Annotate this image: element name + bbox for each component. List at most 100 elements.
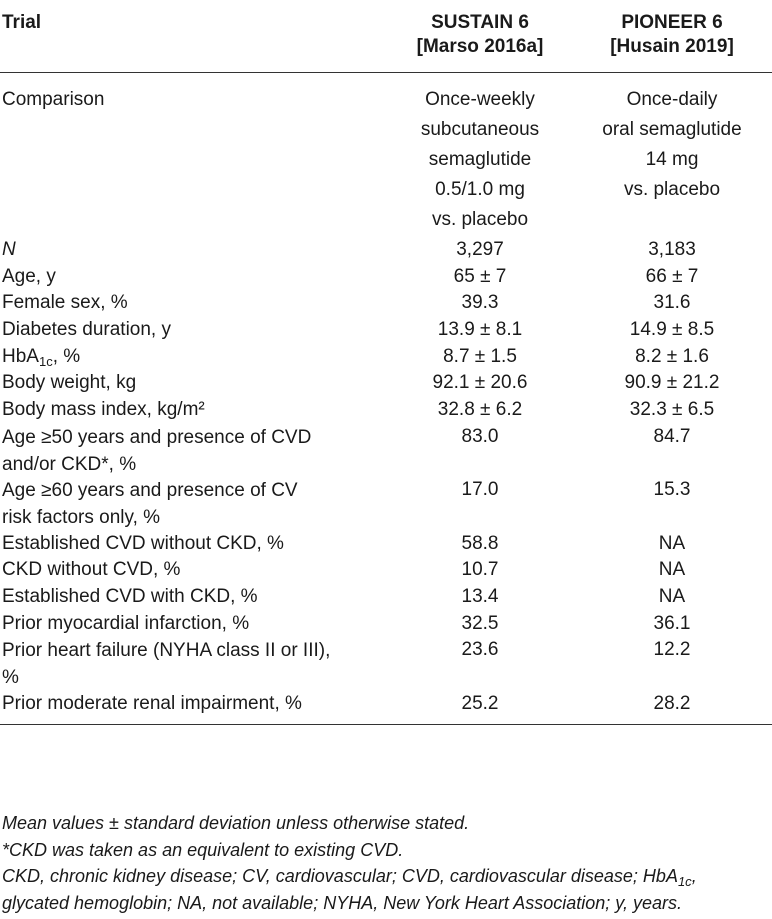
row-label: Established CVD with CKD, %: [2, 586, 258, 607]
baseline-characteristics-table: Trial SUSTAIN 6 [Marso 2016a] PIONEER 6 …: [0, 0, 772, 725]
cell-sustain: 13.4: [461, 586, 499, 607]
cell-pioneer: NA: [658, 586, 686, 607]
row-label: N: [2, 239, 16, 260]
cell-pioneer: 8.2 ± 1.6: [635, 345, 709, 367]
table-row: HbA1c, % 8.7 ± 1.5 8.2 ± 1.6: [0, 345, 772, 372]
table-row: Prior heart failure (NYHA class II or II…: [0, 638, 772, 691]
table-footnotes: Mean values ± standard deviation unless …: [2, 810, 770, 916]
table-row: Age, y 65 ± 7 66 ± 7: [0, 265, 772, 292]
row-label: HbA1c, %: [0, 345, 388, 372]
footnote-sub: 1c: [677, 874, 692, 889]
table-row-comparison: Comparison Once-weekly subcutaneous sema…: [0, 73, 772, 239]
cell-pioneer: 84.7: [653, 425, 691, 447]
cell-line: Once-daily: [626, 89, 718, 110]
header-pioneer: PIONEER 6 [Husain 2019]: [572, 0, 772, 73]
row-label: Body mass index, kg/m²: [2, 399, 205, 421]
cell-sustain: 8.7 ± 1.5: [443, 345, 517, 367]
cell-line: vs. placebo: [431, 209, 529, 230]
label-sub: 1c: [38, 353, 53, 369]
row-label: Prior myocardial infarction, %: [2, 612, 250, 634]
header-pioneer-ref: [Husain 2019]: [610, 36, 734, 57]
footnote-line: glycated hemoglobin; NA, not available; …: [2, 892, 682, 913]
table-row: Body weight, kg 92.1 ± 20.6 90.9 ± 21.2: [0, 371, 772, 398]
table-row: Body mass index, kg/m² 32.8 ± 6.2 32.3 ±…: [0, 398, 772, 425]
table-row: Age ≥50 years and presence of CVD and/or…: [0, 425, 772, 478]
table-row: Age ≥60 years and presence of CV risk fa…: [0, 478, 772, 531]
table-row: Female sex, % 39.3 31.6: [0, 291, 772, 318]
cell-sustain: 92.1 ± 20.6: [432, 372, 528, 394]
label-main: HbA: [2, 345, 39, 367]
cell-sustain: 10.7: [461, 559, 499, 581]
cell-pioneer: 15.3: [653, 479, 691, 501]
table-row: CKD without CVD, % 10.7 NA: [0, 558, 772, 585]
cell-pioneer: NA: [658, 532, 686, 554]
cell-sustain: 17.0: [461, 479, 499, 501]
row-label: Body weight, kg: [2, 372, 137, 394]
cell-pioneer: 36.1: [653, 612, 691, 634]
header-sustain-name: SUSTAIN 6: [431, 12, 529, 33]
cell-line: vs. placebo: [623, 179, 721, 200]
header-trial: Trial: [2, 12, 42, 33]
cell-pioneer: 66 ± 7: [645, 265, 699, 287]
row-label: Female sex, %: [2, 292, 128, 314]
cell-line: oral semaglutide: [602, 119, 742, 140]
row-label: Age ≥50 years and presence of CVD and/or…: [0, 425, 388, 478]
label-line: Prior heart failure (NYHA class II or II…: [2, 640, 331, 662]
row-label: Prior moderate renal impairment, %: [2, 692, 302, 714]
cell-line: 0.5/1.0 mg: [435, 179, 525, 200]
cell-sustain: 83.0: [461, 425, 499, 447]
header-sustain: SUSTAIN 6 [Marso 2016a]: [388, 0, 572, 73]
cell-pioneer: 14.9 ± 8.5: [629, 319, 715, 341]
row-label: Established CVD without CKD, %: [2, 532, 284, 554]
table-row: Established CVD without CKD, % 58.8 NA: [0, 532, 772, 559]
cell-sustain: Once-weekly subcutaneous semaglutide 0.5…: [388, 73, 572, 239]
row-label: Diabetes duration, y: [2, 319, 171, 341]
footnote-text: ,: [691, 866, 697, 886]
cell-pioneer: 28.2: [653, 692, 691, 714]
table-row: Diabetes duration, y 13.9 ± 8.1 14.9 ± 8…: [0, 318, 772, 345]
cell-pioneer: Once-daily oral semaglutide 14 mg vs. pl…: [572, 73, 772, 239]
cell-line: Once-weekly: [425, 89, 535, 110]
footnote-text: CKD, chronic kidney disease; CV, cardiov…: [2, 866, 678, 886]
table-row: Prior moderate renal impairment, % 25.2 …: [0, 692, 772, 725]
row-label: Age ≥60 years and presence of CV risk fa…: [0, 478, 388, 531]
cell-line: semaglutide: [428, 149, 532, 170]
row-label: Prior heart failure (NYHA class II or II…: [0, 638, 388, 691]
cell-pioneer: 12.2: [653, 639, 691, 661]
table-row: N 3,297 3,183: [0, 238, 772, 265]
label-line: Age ≥50 years and presence of CVD: [2, 426, 312, 448]
cell-sustain: 58.8: [461, 532, 499, 554]
row-label: Comparison: [2, 89, 105, 110]
label-line: Age ≥60 years and presence of CV: [2, 480, 298, 502]
cell-pioneer: NA: [658, 559, 686, 581]
cell-pioneer: 90.9 ± 21.2: [624, 372, 720, 394]
cell-sustain: 65 ± 7: [453, 265, 507, 287]
table-row: Established CVD with CKD, % 13.4 NA: [0, 585, 772, 612]
label-line: and/or CKD*, %: [2, 453, 137, 475]
cell-pioneer: 3,183: [648, 239, 696, 260]
cell-sustain: 32.8 ± 6.2: [437, 399, 523, 421]
header-row: Trial SUSTAIN 6 [Marso 2016a] PIONEER 6 …: [0, 0, 772, 73]
cell-sustain: 39.3: [461, 292, 499, 314]
footnote-line: Mean values ± standard deviation unless …: [2, 813, 470, 833]
cell-line: subcutaneous: [420, 119, 540, 140]
header-sustain-ref: [Marso 2016a]: [416, 36, 544, 57]
footnote-abbreviations: CKD, chronic kidney disease; CV, cardiov…: [2, 863, 770, 890]
cell-sustain: 25.2: [461, 692, 499, 714]
table-row: Prior myocardial infarction, % 32.5 36.1: [0, 612, 772, 639]
label-line: %: [2, 667, 19, 689]
row-label: CKD without CVD, %: [2, 559, 181, 581]
cell-sustain: 32.5: [461, 612, 499, 634]
cell-pioneer: 31.6: [653, 292, 691, 314]
cell-sustain: 3,297: [456, 239, 504, 260]
label-tail: , %: [52, 345, 81, 367]
cell-sustain: 23.6: [461, 639, 499, 661]
label-line: risk factors only, %: [2, 506, 161, 528]
cell-pioneer: 32.3 ± 6.5: [629, 399, 715, 421]
footnote-line: *CKD was taken as an equivalent to exist…: [2, 839, 404, 860]
cell-sustain: 13.9 ± 8.1: [437, 319, 523, 341]
cell-line: 14 mg: [645, 149, 699, 170]
header-pioneer-name: PIONEER 6: [621, 12, 723, 33]
row-label: Age, y: [2, 265, 56, 287]
